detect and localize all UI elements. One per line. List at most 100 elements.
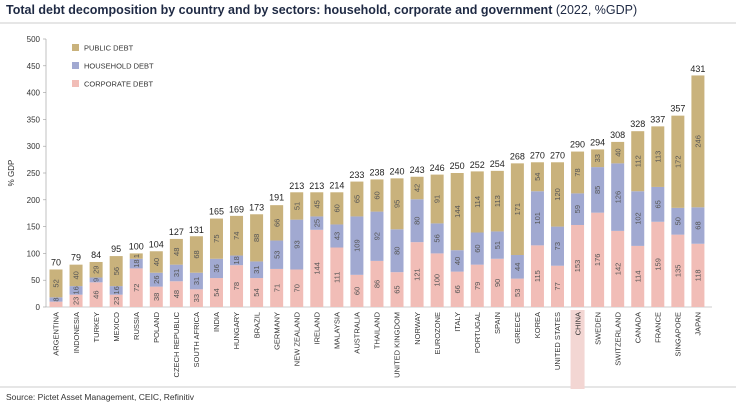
data-label: 93 [292, 240, 301, 248]
x-tick-label: AUSTRALIA [353, 312, 362, 354]
bar-segment [671, 234, 685, 307]
x-tick-label: JAPAN [694, 312, 703, 336]
x-tick-label: FRANCE [654, 312, 663, 343]
bar-segment [651, 126, 665, 187]
bar-segment [129, 253, 143, 259]
x-tick-label: ARGENTINA [52, 312, 61, 356]
bar-segment [209, 278, 223, 307]
bar-segment [169, 238, 183, 265]
total-label: 100 [129, 241, 144, 251]
x-tick-label: EUROZONE [433, 312, 442, 355]
x-tick-label: RUSSIA [132, 312, 141, 340]
x-tick-label: TURKEY [92, 312, 101, 342]
bar-segment [430, 223, 444, 254]
data-label: 80 [393, 247, 402, 255]
data-label: 79 [473, 282, 482, 290]
bar-segment [109, 286, 123, 295]
data-label: 44 [513, 263, 522, 271]
source: Source: Pictet Asset Management, CEIC, R… [6, 392, 195, 402]
y-axis-label: % GDP [7, 160, 16, 187]
data-label: 113 [653, 151, 662, 163]
x-tick-label: CHINA [573, 312, 582, 335]
total-label: 337 [650, 114, 665, 124]
bar-segment [691, 75, 705, 208]
bar-segment [470, 264, 484, 307]
bar-segment [490, 170, 504, 232]
data-label: 77 [553, 282, 562, 290]
bar-segment [69, 286, 83, 295]
bar-segment [370, 211, 384, 261]
data-label: 33 [192, 294, 201, 302]
bar-segment [350, 216, 364, 275]
total-label: 270 [530, 150, 545, 160]
legend-label: HOUSEHOLD DEBT [84, 62, 154, 71]
bar-segment [530, 191, 544, 246]
y-tick-label: 200 [27, 196, 41, 205]
x-tick-label: BRAZIL [252, 312, 261, 338]
data-label: 109 [353, 239, 362, 252]
data-label: 31 [172, 269, 181, 277]
data-label: 100 [433, 274, 442, 287]
data-label: 56 [112, 267, 121, 275]
x-tick-label: CZECH REPUBLIC [172, 311, 181, 377]
bar-segment [330, 224, 344, 248]
data-label: 54 [533, 173, 542, 181]
data-label: 68 [694, 221, 703, 229]
bar-segment [591, 149, 605, 168]
total-label: 250 [450, 161, 465, 171]
bar-segment [149, 286, 163, 307]
x-tick-label: IRELAND [312, 311, 321, 344]
data-label: 60 [373, 191, 382, 199]
total-label: 252 [470, 160, 485, 170]
x-tick-label: GERMANY [272, 312, 281, 350]
total-label: 79 [71, 253, 81, 263]
y-tick-label: 0 [36, 303, 41, 312]
data-label: 65 [653, 200, 662, 208]
x-tick-label: POLAND [152, 311, 161, 342]
y-tick-label: 350 [27, 115, 41, 124]
bar-segment [230, 215, 244, 256]
data-label: 23 [112, 297, 121, 305]
x-tick-label: PORTUGAL [473, 312, 482, 353]
data-label: 172 [673, 155, 682, 168]
total-label: 308 [610, 130, 625, 140]
bar-segment [430, 253, 444, 307]
bar-segment [430, 174, 444, 224]
total-label: 328 [630, 119, 645, 129]
data-label: 36 [212, 264, 221, 272]
x-tick-label: MEXICO [112, 312, 121, 342]
bar-segment [250, 278, 264, 307]
x-tick-label: UNITED STATES [553, 312, 562, 370]
bar-segment [631, 245, 645, 307]
total-label: 70 [51, 257, 61, 267]
x-tick-label: SINGAPORE [674, 312, 683, 357]
bar-segment [490, 231, 504, 259]
bar-segment [109, 294, 123, 307]
bar-segment [270, 205, 284, 241]
x-tick-label: INDIA [212, 312, 221, 332]
data-label: 86 [373, 280, 382, 288]
data-label: 95 [393, 200, 402, 208]
total-label: 357 [670, 104, 685, 114]
data-label: 18 [232, 256, 241, 264]
data-label: 65 [393, 285, 402, 293]
data-label: 40 [613, 148, 622, 156]
bar-segment [611, 141, 625, 164]
data-label: 78 [573, 168, 582, 176]
bar-segment [129, 268, 143, 307]
data-label: 78 [232, 282, 241, 290]
data-label: 126 [613, 191, 622, 204]
data-label: 71 [272, 284, 281, 292]
bar-segment [230, 255, 244, 266]
data-label: 46 [92, 291, 101, 299]
data-label: 60 [353, 287, 362, 295]
bar-segment [370, 179, 384, 212]
data-label: 68 [192, 250, 201, 258]
x-tick-label: UNITED KINGDOM [393, 312, 402, 378]
x-tick-label: KOREA [533, 312, 542, 338]
data-label: 92 [373, 232, 382, 240]
bar-segment [270, 268, 284, 307]
bar-segment [671, 115, 685, 208]
bar-segment [571, 224, 585, 307]
total-label: 254 [490, 159, 505, 169]
